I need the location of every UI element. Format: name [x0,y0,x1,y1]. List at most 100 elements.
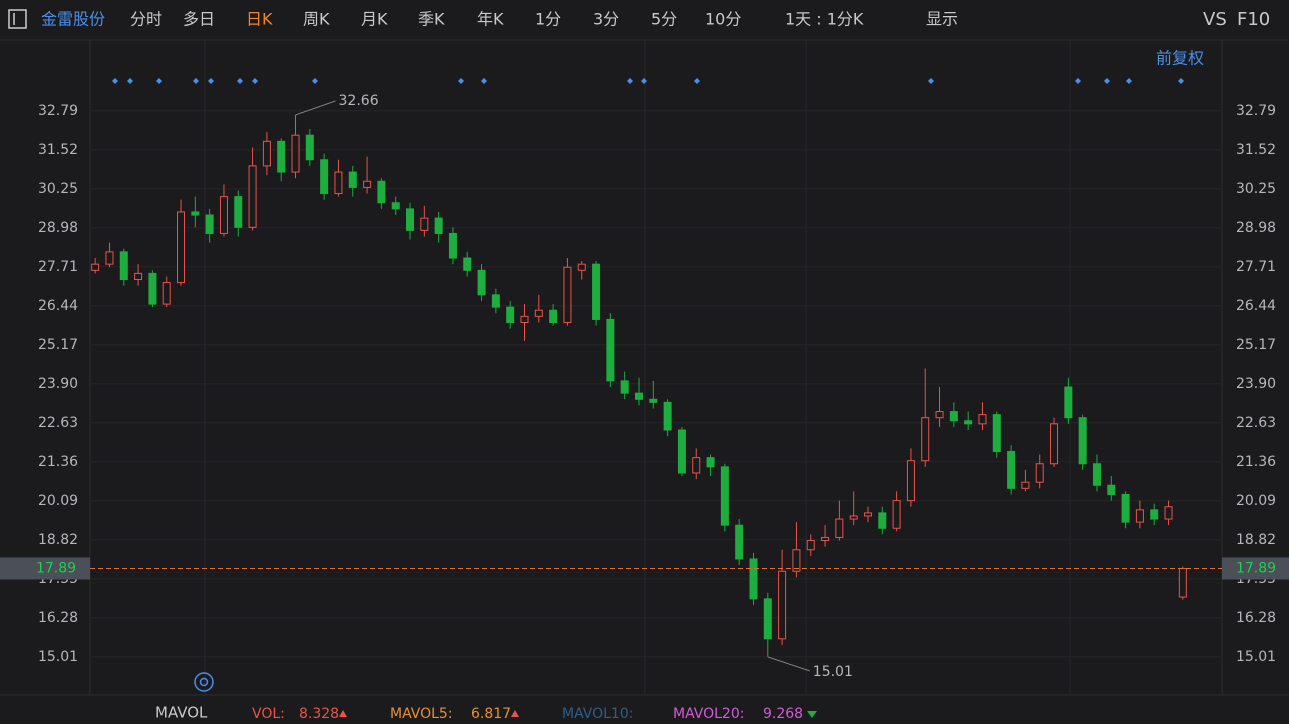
candle-body [177,211,186,284]
event-marker[interactable] [694,78,700,84]
display-menu[interactable]: 显示 [926,10,958,29]
candle-body [878,512,887,529]
candle-body [849,515,858,520]
candle-body [992,414,1001,452]
event-icon[interactable] [194,672,214,692]
vs-button[interactable]: VS [1203,9,1227,30]
y-tick-label: 21.36 [38,454,78,470]
event-marker[interactable] [1075,78,1081,84]
candle-body [105,251,114,265]
event-marker[interactable] [458,78,464,84]
candle-body [1064,386,1073,419]
event-marker[interactable] [1104,78,1110,84]
sidebar-toggle[interactable] [8,9,27,29]
last-price-box [1222,557,1289,580]
candle-body [1007,450,1016,489]
event-marker[interactable] [641,78,647,84]
period-tab[interactable]: 季K [418,10,445,29]
event-marker[interactable] [156,78,162,84]
stock-name[interactable]: 金雷股份 [41,10,105,29]
event-marker[interactable] [312,78,318,84]
candle-body [205,214,214,234]
y-tick-label: 26.44 [1236,298,1276,314]
event-marker[interactable] [208,78,214,84]
candle-body [448,232,457,259]
event-marker[interactable] [481,78,487,84]
candle-body [91,263,100,271]
candle-body [234,196,243,228]
mavol5-value: 6.817 [471,706,511,722]
candle-body [191,211,200,216]
candle-body [1021,481,1030,489]
mavol5-label: MAVOL5: [390,706,453,722]
y-tick-label: 15.01 [1236,649,1276,665]
candle-body [592,263,601,320]
y-tick-label: 25.17 [38,337,78,353]
candle-body [1135,509,1144,523]
event-marker[interactable] [627,78,633,84]
candle-body [663,401,672,431]
y-tick-label: 32.79 [1236,103,1276,119]
event-marker[interactable] [252,78,258,84]
y-tick-label: 18.82 [38,532,78,548]
y-tick-label: 22.63 [1236,415,1276,431]
event-marker[interactable] [127,78,133,84]
y-tick-label: 20.09 [1236,493,1276,509]
up-arrow [339,710,347,717]
candle-body [1121,493,1130,523]
period-tab[interactable]: 5分 [651,10,677,29]
period-tab[interactable]: 10分 [705,10,741,29]
y-tick-label: 16.28 [38,610,78,626]
y-tick-label: 23.90 [1236,376,1276,392]
candle-body [935,411,944,419]
candle-body [477,269,486,296]
candle-body [463,257,472,271]
candle-body [677,429,686,474]
y-tick-label: 21.36 [1236,454,1276,470]
candle-body [692,457,701,474]
period-tab[interactable]: 分时 [130,10,162,29]
candle-body [363,180,372,188]
event-marker[interactable] [193,78,199,84]
f10-button[interactable]: F10 [1237,9,1270,30]
period-tab[interactable]: 日K [246,10,273,29]
period-tab[interactable]: 3分 [593,10,619,29]
event-marker[interactable] [1126,78,1132,84]
candle-body [334,171,343,195]
period-tab[interactable]: 多日 [183,10,215,29]
mavol20-label: MAVOL20: [673,706,744,722]
candle-body [1078,417,1087,465]
candle-body [262,140,271,167]
candle-body [277,140,286,173]
candle-body [792,549,801,572]
event-marker[interactable] [1178,78,1184,84]
period-tab[interactable]: 年K [477,10,504,29]
candle-body [806,540,815,551]
candle-body [248,165,257,228]
period-tab[interactable]: 月K [361,10,388,29]
y-tick-label: 27.71 [1236,259,1276,275]
event-marker[interactable] [928,78,934,84]
period-tab[interactable]: 1分 [535,10,561,29]
event-marker[interactable] [237,78,243,84]
candle-body [949,411,958,422]
candle-body [1050,423,1059,465]
vol-value: 8.328 [299,706,339,722]
candle-body [148,272,157,305]
interval[interactable]: 1天 : 1分K [785,10,864,29]
vol-label: VOL: [252,706,285,722]
candle-body [835,518,844,538]
event-marker[interactable] [112,78,118,84]
y-tick-label: 15.01 [38,649,78,665]
y-tick-label: 20.09 [38,493,78,509]
candle-body [348,171,357,188]
adjust-mode[interactable]: 前复权 [1156,49,1204,68]
candle-body [134,272,143,281]
candle-body [305,134,314,161]
period-tab[interactable]: 周K [303,10,330,29]
candle-body [763,598,772,640]
down-arrow [807,711,817,718]
indicator-name[interactable]: MAVOL [155,704,208,722]
